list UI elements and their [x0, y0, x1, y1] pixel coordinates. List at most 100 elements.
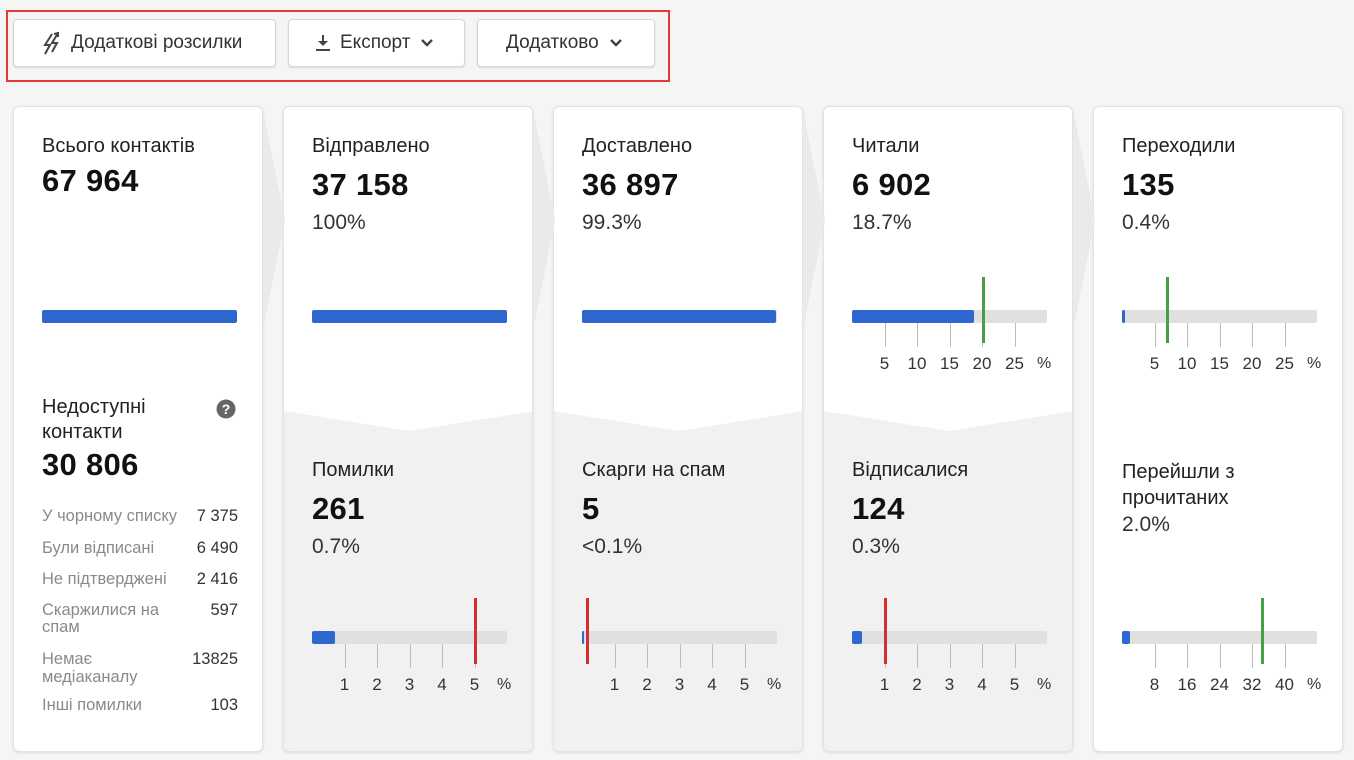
breakdown-row: Інші помилки 103: [42, 696, 238, 714]
sent-card: Відправлено 37 158 100% Помилки 261 0.7%…: [283, 106, 533, 752]
benchmark-marker: [585, 598, 589, 664]
errors-label: Помилки: [312, 459, 395, 481]
clicked-percent: 0.4%: [1122, 211, 1170, 234]
delivered-percent: 99.3%: [582, 211, 642, 234]
scale-tick-label: 24: [1210, 675, 1229, 694]
benchmark-marker: [982, 277, 986, 343]
scale-tick-label: 32: [1242, 675, 1262, 694]
scale-fill: [312, 631, 335, 644]
funnel-arrow-icon: [803, 110, 825, 330]
total-contacts-card: Всього контактів 67 964 Недоступні конта…: [13, 106, 263, 752]
scale-tick-label: 8: [1149, 675, 1160, 694]
export-button[interactable]: Експорт: [288, 19, 465, 67]
benchmark-marker: [883, 598, 887, 664]
export-label: Експорт: [340, 32, 411, 53]
scale-tick: [982, 644, 983, 668]
unsubscribed-label: Відписалися: [852, 459, 969, 481]
scale-tick: [1284, 644, 1286, 668]
scale-tick: [442, 644, 443, 668]
scale-tick: [1014, 644, 1016, 668]
card-lower-section: [284, 411, 532, 751]
scale-tick-label: 4: [437, 675, 447, 694]
svg-text:?: ?: [222, 401, 231, 417]
card-lower-section: [824, 411, 1072, 751]
card-lower-section: [554, 411, 802, 751]
extra-mailings-button[interactable]: Додаткові розсилки: [13, 19, 276, 67]
scale-tick: [679, 644, 681, 668]
scale-tick-label: 1: [879, 675, 890, 694]
funnel-arrow-icon: [263, 110, 285, 330]
scale-tick: [744, 644, 746, 668]
sent-bar-fill: [312, 310, 507, 323]
delivered-bar-fill: [582, 310, 776, 323]
more-button[interactable]: Додатково: [477, 19, 655, 67]
scale-tick: [1219, 323, 1221, 347]
scale-track: [852, 310, 1047, 323]
funnel-arrow-icon: [533, 110, 555, 330]
sent-percent: 100%: [312, 211, 366, 234]
scale-tick-label: 40: [1275, 675, 1294, 694]
scale-tick-label: 20: [1242, 354, 1262, 373]
scale-track: [1122, 631, 1317, 644]
breakdown-row: Не підтверджені 2 416: [42, 570, 238, 588]
scale-tick: [1187, 323, 1188, 347]
scale-tick-label: 10: [1177, 354, 1197, 373]
scale-tick: [377, 644, 378, 668]
scale-tick-label: 3: [674, 675, 685, 694]
errors-value: 261: [312, 491, 365, 526]
total-contacts-label: Всього контактів: [42, 135, 195, 157]
scale-tick-label: 4: [977, 675, 987, 694]
unavailable-contacts-label: Недоступні контакти: [42, 396, 146, 443]
scale-tick-label: 25: [1275, 354, 1294, 373]
scale-tick: [1154, 323, 1156, 347]
total-contacts-value: 67 964: [42, 163, 139, 198]
scale-tick-label: 4: [707, 675, 717, 694]
scale-tick-label: 3: [944, 675, 955, 694]
scale-tick-label: 5: [1009, 675, 1020, 694]
question-circle-icon[interactable]: ?: [216, 399, 236, 424]
read-value: 6 902: [852, 167, 932, 202]
scale-unit-label: %: [767, 676, 782, 693]
scale-tick: [1014, 323, 1016, 347]
sent-label: Відправлено: [312, 135, 430, 157]
scale-tick-label: 10: [907, 354, 927, 373]
scale-tick-label: 1: [339, 675, 350, 694]
read-card: Читали 6 902 18.7% Відписалися 124 0.3% …: [823, 106, 1073, 752]
scale-tick-label: 16: [1177, 675, 1197, 694]
funnel-arrow-icon: [1073, 110, 1095, 330]
scale-track: [1122, 310, 1317, 323]
scale-tick-label: 1: [609, 675, 620, 694]
scale-fill: [582, 631, 584, 644]
chevron-down-icon: [420, 38, 434, 48]
scale-unit-label: %: [1307, 676, 1322, 693]
scale-track: [582, 631, 777, 644]
scale-tick: [1252, 323, 1253, 347]
scale-tick: [614, 644, 616, 668]
delivered-value: 36 897: [582, 167, 679, 202]
scale-tick-label: 20: [972, 354, 992, 373]
chevron-down-icon: [609, 38, 623, 48]
clicked-card: Переходили 135 0.4% Перейшли з прочитани…: [1093, 106, 1343, 752]
scale-tick-label: 2: [372, 675, 382, 694]
scale-tick-label: 2: [912, 675, 922, 694]
scale-tick-label: 2: [642, 675, 652, 694]
download-icon: [315, 34, 331, 52]
breakdown-row: Скаржилися на спам 597: [42, 601, 238, 636]
scale-tick: [884, 323, 886, 347]
unsubscribed-value: 124: [852, 491, 905, 526]
scale-tick-label: 5: [879, 354, 890, 373]
scale-unit-label: %: [497, 676, 512, 693]
delivered-label: Доставлено: [582, 135, 693, 157]
breakdown-row: Були відписані 6 490: [42, 539, 238, 557]
clicked-from-read-label: Перейшли з прочитаних: [1122, 461, 1235, 509]
scale-tick: [1154, 644, 1156, 668]
spam-complaints-percent: <0.1%: [582, 535, 643, 558]
unsubscribed-percent: 0.3%: [852, 535, 900, 558]
more-label: Додатково: [506, 32, 599, 53]
scale-unit-label: %: [1037, 355, 1052, 372]
scale-tick: [917, 644, 918, 668]
scale-tick-label: 5: [469, 675, 480, 694]
delivered-bar: [582, 310, 777, 323]
scale-unit-label: %: [1307, 355, 1322, 372]
scale-fill: [1122, 310, 1125, 323]
